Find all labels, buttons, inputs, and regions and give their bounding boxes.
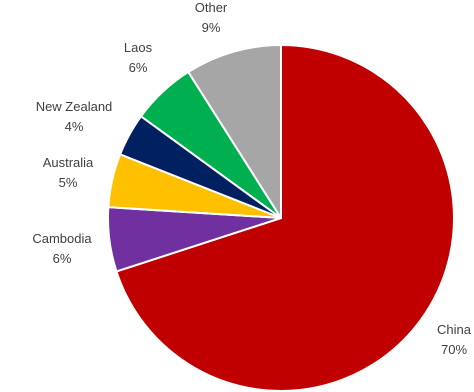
pie-labels: China 70% Cambodia 6% Australia 5% New Zealand… — [32, 0, 471, 357]
slice-value-label: 5% — [59, 175, 78, 190]
slice-value-label: 9% — [202, 20, 221, 35]
slice-category-label: China — [437, 322, 472, 337]
pie-slices — [106, 44, 456, 392]
slice-value-label: 6% — [129, 60, 148, 75]
slice-category-label: Australia — [43, 155, 94, 170]
slice-value-label: 70% — [441, 342, 467, 357]
slice-category-label: Laos — [124, 40, 153, 55]
pie-slice-other — [187, 44, 282, 219]
slice-category-label: Other — [195, 0, 228, 15]
slice-category-label: Cambodia — [32, 231, 92, 246]
slice-value-label: 6% — [53, 251, 72, 266]
slice-value-label: 4% — [65, 119, 84, 134]
slice-category-label: New Zealand — [36, 99, 113, 114]
pie-slice-china — [115, 44, 456, 392]
